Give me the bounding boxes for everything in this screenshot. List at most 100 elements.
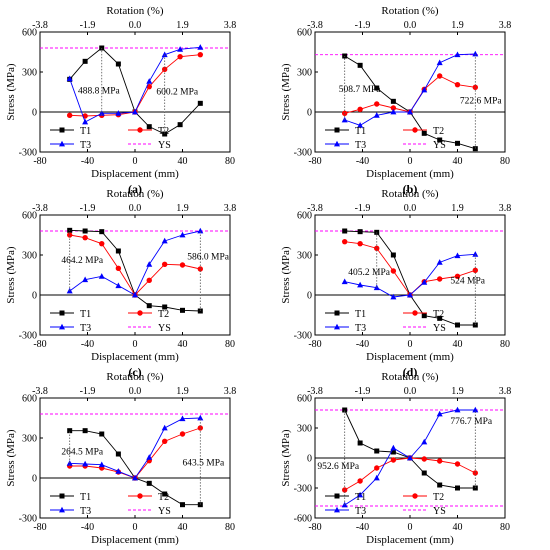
data-point-t1 — [197, 100, 203, 106]
chart-panel-a: -80 -40 0 40 80 -3.8 -1.9 0.0 1.9 3.8 -300 0 300 600 R… — [5, 5, 236, 196]
x-tick-label: -80 — [33, 156, 46, 167]
data-point-t2 — [436, 458, 443, 464]
top-tick-label: 1.9 — [176, 203, 189, 214]
series-line-t1 — [69, 229, 201, 312]
data-point-t2 — [357, 478, 363, 484]
legend-marker-t2 — [412, 310, 418, 316]
data-point-t2 — [179, 262, 186, 268]
data-point-t2 — [197, 51, 204, 58]
top-tick-label: 3.8 — [499, 20, 512, 31]
data-point-t1 — [455, 322, 460, 328]
data-point-t1 — [357, 62, 363, 68]
x-tick-label: 40 — [453, 522, 463, 533]
data-point-t1 — [421, 130, 427, 136]
top-tick-label: 1.9 — [451, 386, 464, 397]
displacement-axis-title: Displacement (mm) — [91, 534, 179, 546]
legend-marker-t1 — [59, 127, 65, 133]
top-tick-label: -1.9 — [355, 20, 371, 31]
stress-axis-title: Stress (MPa) — [280, 63, 292, 120]
stress-range-annotation: 524 MPa — [450, 277, 485, 287]
data-point-t3 — [132, 291, 138, 298]
top-tick-label: 3.8 — [224, 20, 237, 31]
data-point-t1 — [390, 252, 396, 258]
data-point-t1 — [115, 61, 121, 67]
data-point-t2 — [197, 425, 204, 431]
legend-label-t1: T1 — [80, 309, 91, 320]
top-tick-label: 1.9 — [176, 386, 189, 397]
stress-axis-title: Stress (MPa) — [5, 63, 17, 120]
data-point-t2 — [161, 438, 168, 445]
y-tick-label: 300 — [297, 68, 312, 79]
data-point-t1 — [374, 229, 380, 235]
data-point-t2 — [374, 465, 380, 471]
y-tick-label: 600 — [22, 28, 37, 39]
rotation-axis-title: Rotation (%) — [381, 188, 438, 200]
stress-range-annotation: 586.0 MPa — [187, 253, 229, 263]
x-tick-label: 40 — [178, 156, 188, 167]
legend-marker-t3 — [334, 323, 340, 330]
top-tick-label: -3.8 — [32, 386, 48, 397]
data-point-t2 — [436, 73, 443, 79]
y-tick-label: -300 — [19, 331, 37, 342]
top-tick-label: 0.0 — [129, 203, 142, 214]
legend-label-ys: YS — [158, 506, 171, 517]
y-tick-label: 300 — [297, 424, 312, 435]
top-tick-label: -3.8 — [307, 20, 323, 31]
displacement-axis-title: Displacement (mm) — [366, 534, 454, 546]
stress-range-annotation: 264.5 MPa — [61, 448, 103, 458]
displacement-axis-title: Displacement (mm) — [366, 351, 454, 363]
displacement-axis-title: Displacement (mm) — [91, 351, 179, 363]
rotation-axis-title: Rotation (%) — [106, 5, 163, 17]
data-point-t1 — [197, 502, 203, 508]
top-tick-label: -1.9 — [80, 386, 96, 397]
data-point-t3 — [179, 231, 186, 238]
data-point-t3 — [115, 468, 122, 474]
x-tick-label: 80 — [225, 339, 235, 350]
panel-label: (f) — [404, 548, 416, 550]
panel-label: (c) — [128, 365, 141, 379]
x-tick-label: 0 — [133, 339, 138, 350]
top-tick-label: 3.8 — [499, 386, 512, 397]
data-point-t3 — [454, 406, 461, 413]
x-tick-label: -40 — [81, 522, 94, 533]
y-tick-label: -300 — [19, 148, 37, 159]
x-tick-label: -40 — [356, 522, 369, 533]
data-point-t1 — [67, 227, 73, 233]
data-point-t1 — [115, 451, 121, 457]
legend-label-t1: T1 — [355, 492, 366, 503]
data-point-t2 — [146, 277, 152, 284]
legend: T1 T2 T3 YS — [50, 492, 171, 517]
data-point-t3 — [472, 50, 479, 57]
data-point-t2 — [66, 112, 73, 119]
data-point-t1 — [357, 229, 363, 235]
data-point-t1 — [82, 228, 88, 234]
stress-range-annotation: 405.2 MPa — [348, 268, 390, 278]
plot-frame — [39, 31, 231, 153]
legend-label-t2: T2 — [433, 492, 444, 503]
data-point-t1 — [162, 491, 168, 497]
data-point-t3 — [357, 281, 364, 288]
legend-marker-t2 — [137, 493, 143, 499]
data-point-t2 — [341, 238, 348, 245]
stress-range-annotation: 722.6 MPa — [460, 96, 502, 106]
legend-label-ys: YS — [158, 323, 171, 334]
data-point-t2 — [146, 83, 152, 90]
top-tick-label: 1.9 — [176, 20, 189, 31]
top-tick-label: 0.0 — [404, 20, 417, 31]
y-tick-label: 600 — [297, 211, 312, 222]
data-point-t1 — [421, 313, 427, 319]
legend-label-t3: T3 — [80, 506, 91, 517]
data-point-t3 — [82, 460, 89, 467]
legend-label-t1: T1 — [80, 126, 91, 137]
legend: T1 T2 T3 YS — [325, 309, 446, 334]
data-point-t3 — [146, 78, 153, 84]
stress-range-annotation: 600.2 MPa — [156, 88, 198, 98]
legend-label-t3: T3 — [80, 140, 91, 151]
x-tick-label: -80 — [308, 522, 321, 533]
data-point-t3 — [132, 108, 138, 115]
stress-range-annotation: 952.6 MPa — [317, 462, 359, 472]
y-tick-label: -300 — [294, 148, 312, 159]
top-tick-label: 3.8 — [224, 203, 237, 214]
data-point-t1 — [146, 303, 152, 309]
chart-panel-f: -80 -40 0 40 80 -3.8 -1.9 0.0 1.9 3.8 -600 -300 0 300… — [280, 371, 511, 550]
